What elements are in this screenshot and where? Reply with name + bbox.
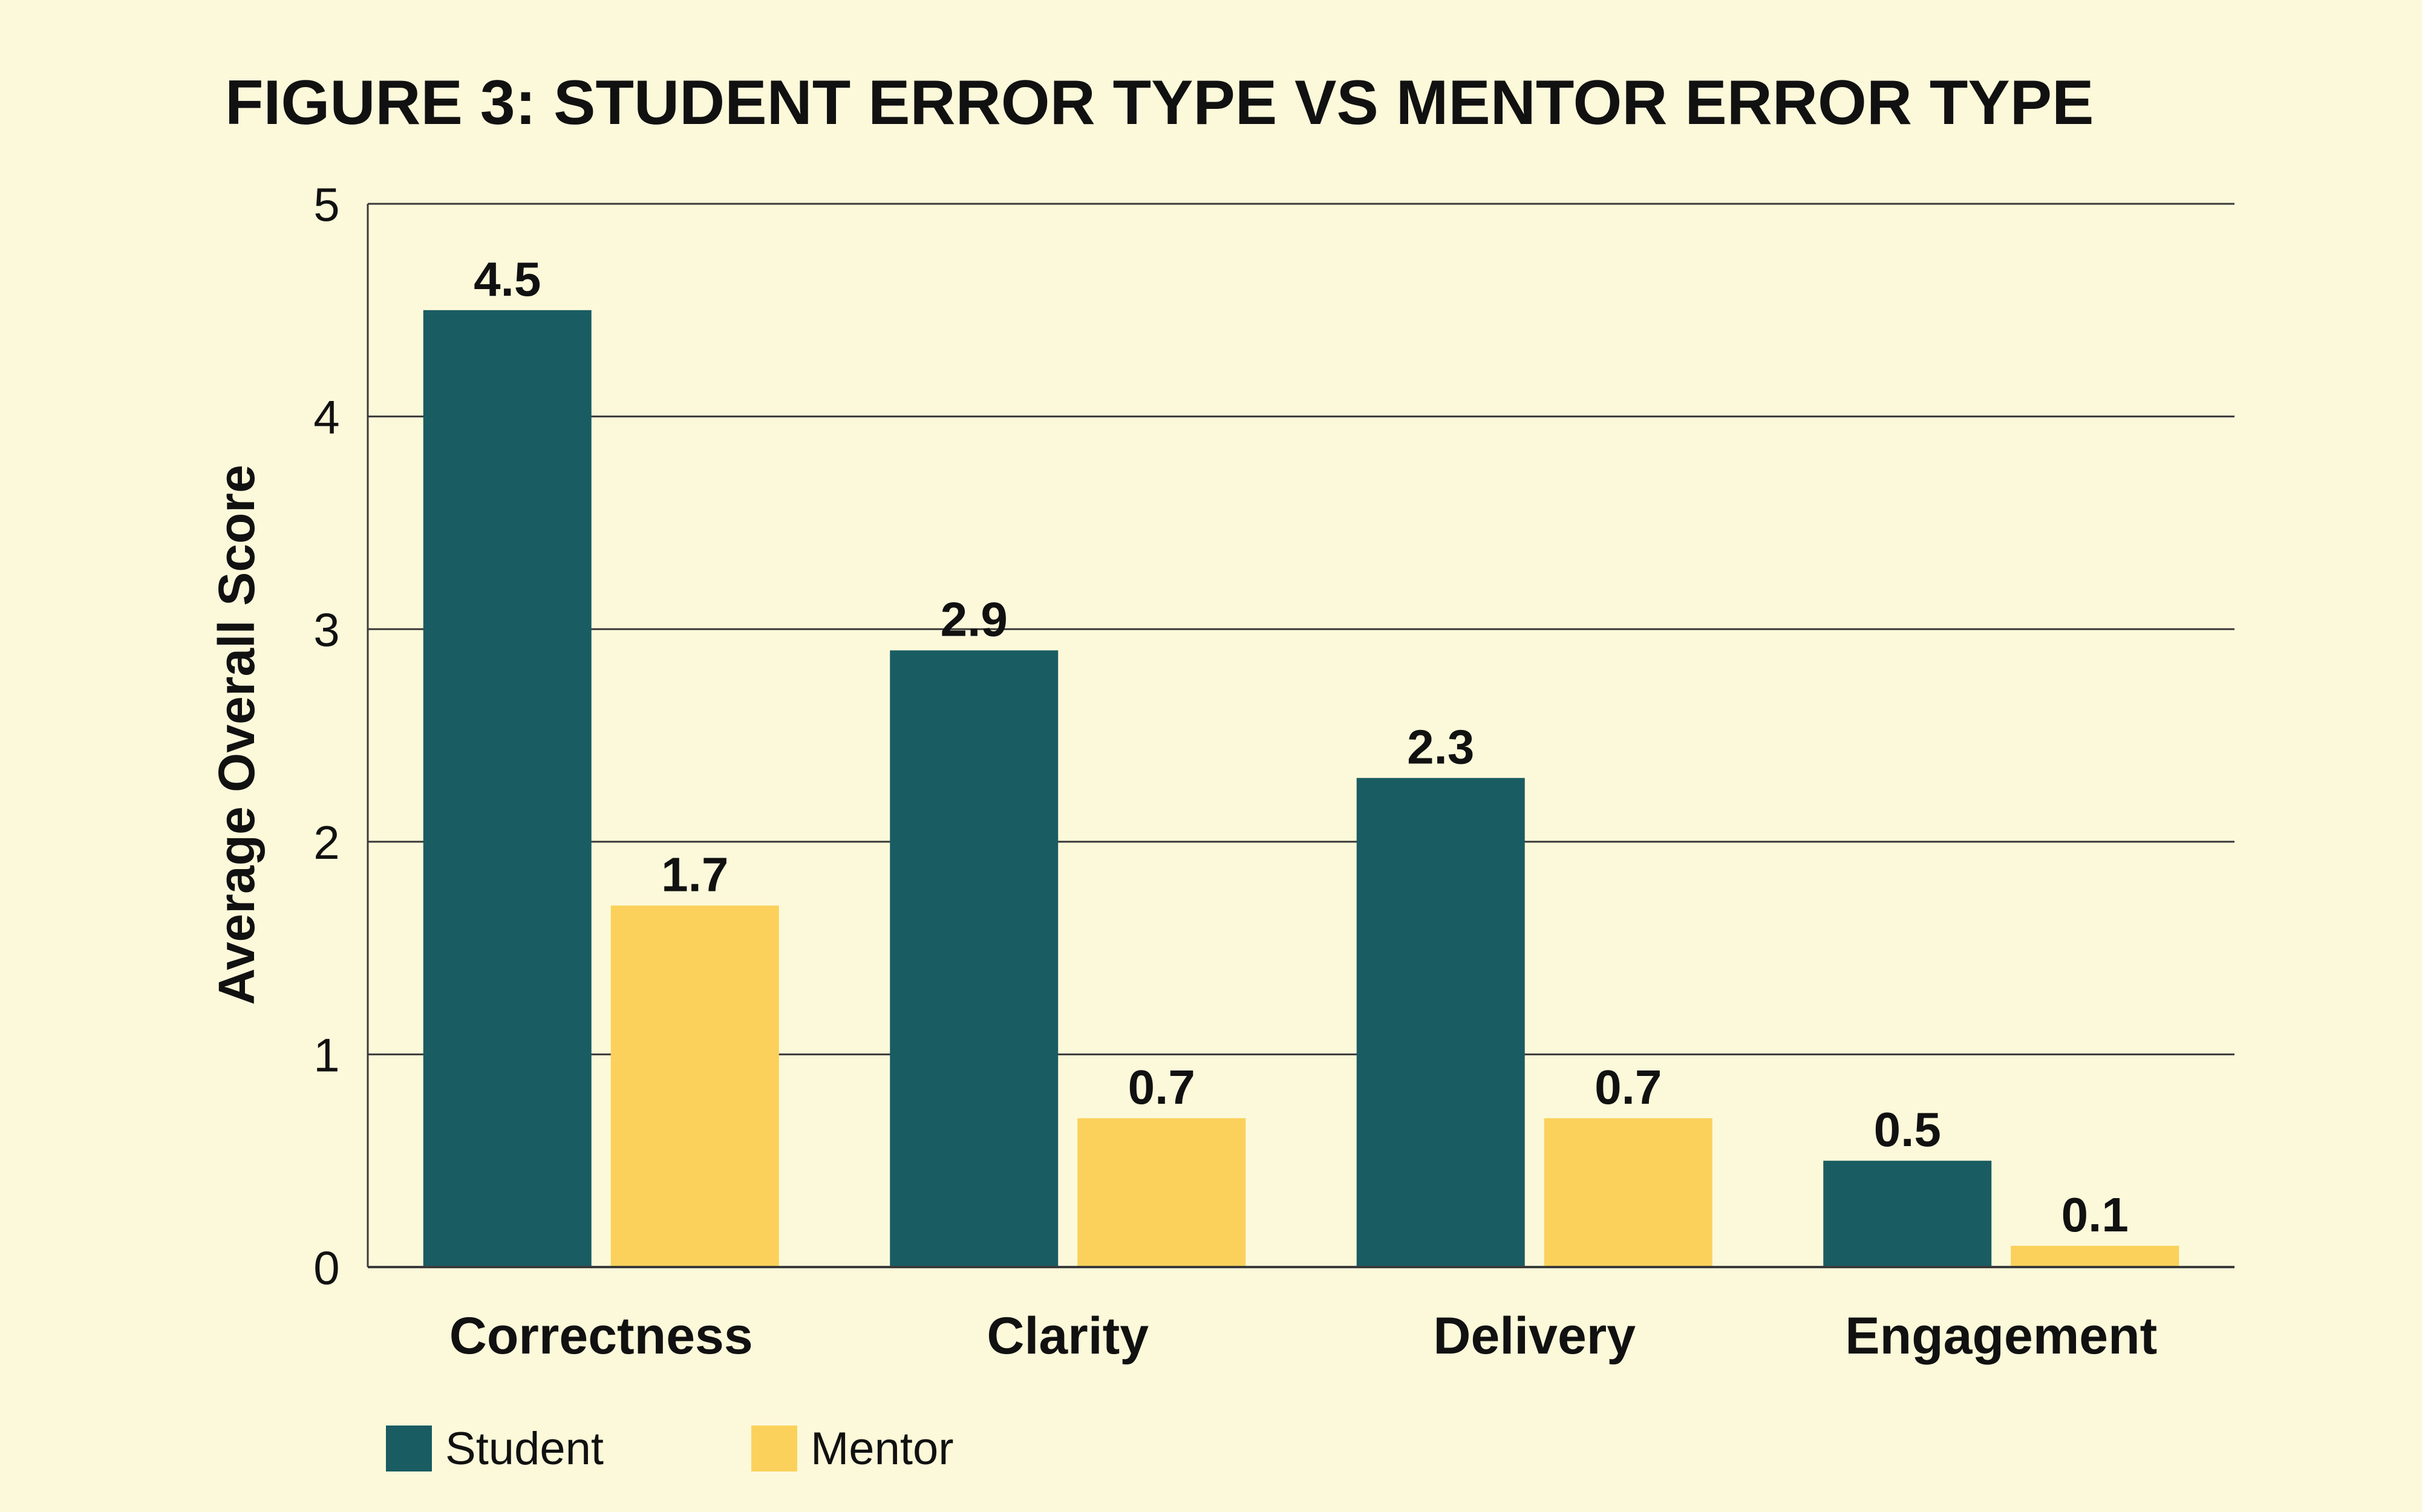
value-label: 0.1	[2061, 1188, 2129, 1242]
value-labels: 4.5 1.7 2.9 0.7 2.3 0.7 0.5 0.1	[474, 252, 2129, 1242]
x-category-label: Engagement	[1845, 1307, 2157, 1365]
bar-mentor-clarity	[1077, 1118, 1246, 1267]
x-category-label: Clarity	[987, 1307, 1149, 1365]
legend: Student Mentor	[386, 1423, 954, 1475]
value-label: 2.3	[1407, 720, 1474, 774]
value-label: 4.5	[474, 252, 541, 306]
value-label: 2.9	[941, 592, 1008, 646]
axes	[367, 204, 2234, 1268]
bar-student-correctness	[423, 310, 592, 1267]
value-label: 1.7	[661, 847, 728, 901]
legend-label-mentor: Mentor	[811, 1423, 954, 1475]
bars	[423, 310, 2179, 1267]
y-tick-label: 3	[313, 603, 339, 656]
x-axis-categories: Correctness Clarity Delivery Engagement	[449, 1307, 2157, 1365]
value-label: 0.5	[1874, 1103, 1941, 1156]
bar-student-clarity	[890, 650, 1059, 1267]
chart-title: FIGURE 3: STUDENT ERROR TYPE VS MENTOR E…	[225, 68, 2094, 138]
value-label: 0.7	[1595, 1060, 1662, 1114]
legend-swatch-mentor	[751, 1426, 797, 1471]
x-category-label: Delivery	[1433, 1307, 1636, 1365]
x-category-label: Correctness	[449, 1307, 753, 1365]
bar-student-delivery	[1356, 778, 1525, 1267]
bar-mentor-engagement	[2011, 1245, 2179, 1267]
y-tick-label: 1	[313, 1028, 339, 1081]
y-tick-label: 0	[313, 1241, 339, 1294]
bar-mentor-delivery	[1544, 1118, 1712, 1267]
y-axis-label: Average Overall Score	[208, 464, 265, 1005]
y-tick-label: 2	[313, 816, 339, 869]
legend-label-student: Student	[445, 1423, 604, 1475]
y-axis-ticks: 0 1 2 3 4 5	[313, 178, 339, 1294]
y-tick-label: 4	[313, 391, 339, 444]
gridlines	[368, 203, 2234, 1055]
value-label: 0.7	[1128, 1060, 1195, 1114]
bar-mentor-correctness	[610, 905, 779, 1267]
bar-student-engagement	[1823, 1161, 1992, 1267]
legend-swatch-student	[386, 1426, 432, 1471]
y-tick-label: 5	[313, 178, 339, 231]
